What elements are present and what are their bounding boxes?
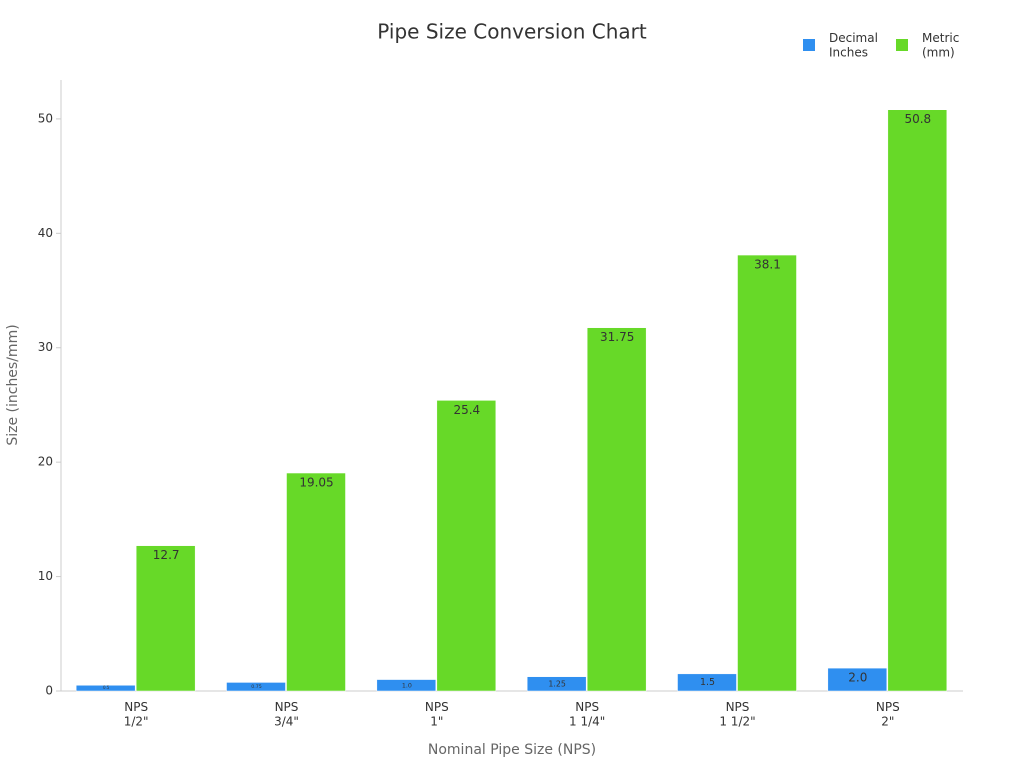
value-label: 0.75	[251, 684, 261, 690]
legend-label: Decimal Inches	[829, 31, 878, 59]
legend-swatch	[896, 39, 908, 51]
bar	[286, 472, 346, 692]
x-tick-label: NPS 2"	[876, 700, 900, 728]
value-label: 1.5	[700, 677, 715, 688]
value-label: 25.4	[453, 403, 480, 417]
y-tick-label: 30	[38, 340, 53, 354]
chart-title: Pipe Size Conversion Chart	[377, 20, 647, 44]
y-axis-label: Size (inches/mm)	[5, 324, 21, 445]
bar	[436, 400, 497, 692]
value-label: 12.7	[153, 548, 180, 562]
y-tick-label: 0	[45, 684, 53, 698]
bar	[586, 327, 647, 692]
bar	[526, 676, 587, 692]
bar	[226, 682, 286, 692]
value-label: 38.1	[754, 258, 781, 272]
value-label: 1.0	[402, 682, 412, 689]
bar	[887, 109, 948, 692]
value-label: 2.0	[848, 671, 867, 685]
y-tick-label: 40	[38, 226, 53, 240]
x-tick-label: NPS 1"	[425, 700, 449, 728]
bar	[75, 685, 136, 692]
legend-swatch	[803, 39, 815, 51]
x-tick-label: NPS 1 1/4"	[569, 700, 605, 728]
value-label: 31.75	[600, 330, 634, 344]
x-tick-label: NPS 1 1/2"	[719, 700, 755, 728]
bar	[737, 254, 797, 692]
value-label: 19.05	[299, 476, 333, 490]
bar	[827, 667, 888, 692]
bar	[677, 673, 737, 692]
x-axis-label: Nominal Pipe Size (NPS)	[428, 742, 596, 758]
bar	[135, 545, 196, 692]
y-tick-label: 10	[38, 569, 53, 583]
x-tick-label: NPS 3/4"	[274, 700, 299, 728]
value-label: 0.5	[103, 685, 110, 690]
x-tick-label: NPS 1/2"	[124, 700, 149, 728]
bar	[376, 679, 437, 692]
legend-label: Metric (mm)	[922, 31, 959, 59]
y-tick-label: 20	[38, 455, 53, 469]
value-label: 50.8	[904, 112, 931, 126]
y-tick-label: 50	[38, 111, 53, 125]
value-label: 1.25	[548, 679, 566, 688]
